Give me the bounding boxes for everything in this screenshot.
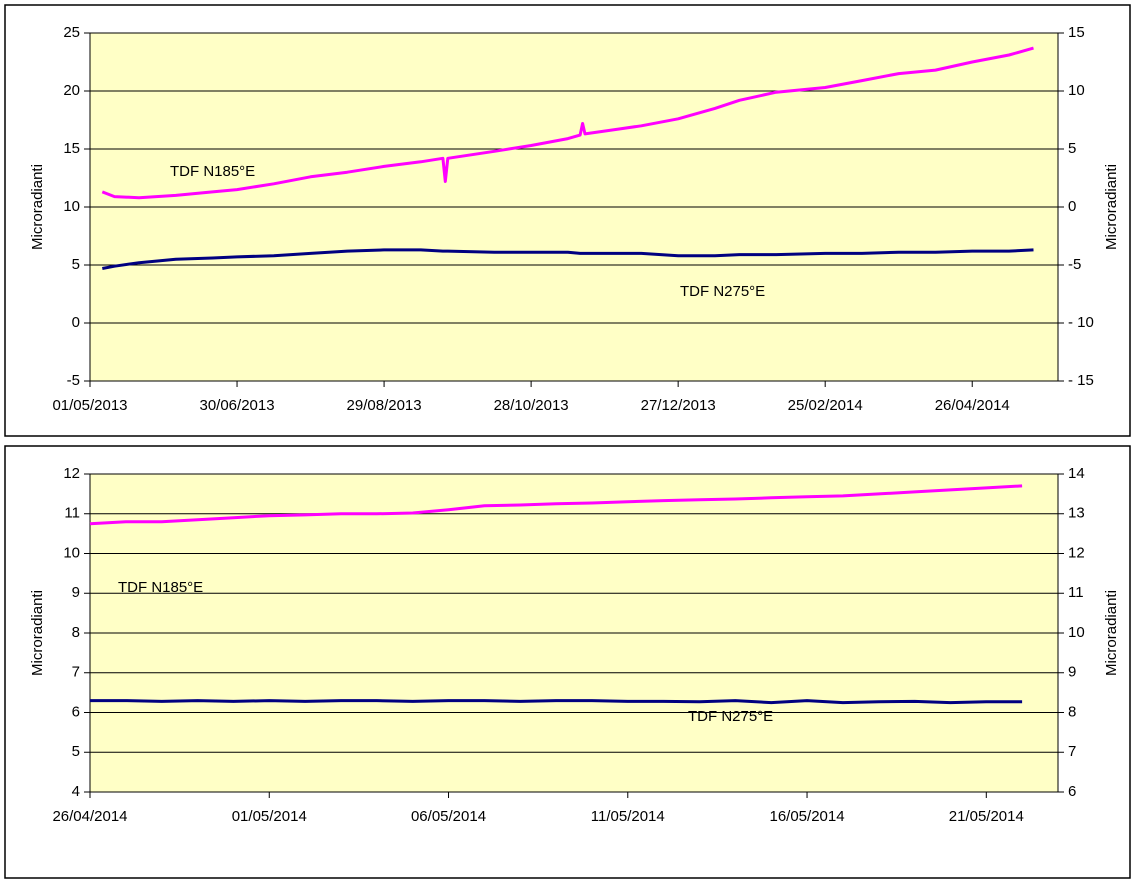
y-tick-label: 15 [63, 140, 80, 157]
x-tick-label: 11/05/2014 [591, 808, 665, 825]
x-tick-label: 28/10/2013 [494, 397, 569, 414]
x-tick-label: 06/05/2014 [411, 808, 486, 825]
x-tick-label: 01/05/2014 [232, 808, 307, 825]
y-tick-label: 25 [63, 24, 80, 41]
y-tick-label: 9 [72, 584, 80, 601]
y2-tick-label: - 15 [1068, 372, 1094, 389]
x-tick-label: 30/06/2013 [199, 397, 274, 414]
y-tick-label: 11 [64, 505, 80, 522]
x-tick-label: 26/04/2014 [52, 808, 127, 825]
y2-tick-label: 8 [1068, 703, 1076, 720]
y-tick-label: 7 [72, 664, 80, 681]
y-tick-label: 5 [72, 743, 80, 760]
y-tick-label: 10 [63, 198, 80, 215]
series-label: TDF N185°E [170, 163, 255, 180]
y2-tick-label: 15 [1068, 24, 1085, 41]
y2-axis-title: Microradianti [1103, 590, 1120, 676]
y2-tick-label: 0 [1068, 198, 1076, 215]
x-tick-label: 26/04/2014 [935, 397, 1010, 414]
y2-tick-label: 10 [1068, 82, 1085, 99]
y-tick-label: 5 [72, 256, 80, 273]
x-tick-label: 29/08/2013 [347, 397, 422, 414]
y-axis-title: Microradianti [29, 164, 46, 250]
x-tick-label: 21/05/2014 [949, 808, 1024, 825]
y2-axis-title: Microradianti [1103, 164, 1120, 250]
y-tick-label: 4 [72, 783, 80, 800]
y2-tick-label: 14 [1068, 465, 1085, 482]
y2-tick-label: -5 [1068, 256, 1081, 273]
y-tick-label: -5 [67, 372, 80, 389]
y2-tick-label: 5 [1068, 140, 1076, 157]
series-line [89, 484, 1023, 526]
y-tick-label: 20 [63, 82, 80, 99]
y-tick-label: 8 [72, 624, 80, 641]
y2-tick-label: 10 [1068, 624, 1085, 641]
series-label: TDF N275°E [680, 283, 765, 300]
y2-tick-label: 11 [1068, 584, 1084, 601]
series-label: TDF N275°E [688, 708, 773, 725]
series-line [101, 46, 1034, 200]
x-tick-label: 16/05/2014 [769, 808, 844, 825]
series-line [90, 699, 1023, 705]
x-tick-label: 01/05/2013 [52, 397, 127, 414]
x-tick-label: 25/02/2014 [788, 397, 863, 414]
series-line [102, 248, 1034, 270]
y-tick-label: 10 [63, 544, 80, 561]
y2-tick-label: - 10 [1068, 314, 1094, 331]
y2-tick-label: 12 [1068, 544, 1085, 561]
series-label: TDF N185°E [118, 579, 203, 596]
y2-tick-label: 9 [1068, 664, 1076, 681]
y-tick-label: 0 [72, 314, 80, 331]
y-tick-label: 6 [72, 703, 80, 720]
y-tick-label: 12 [63, 465, 80, 482]
y2-tick-label: 13 [1068, 505, 1085, 522]
y-axis-title: Microradianti [29, 590, 46, 676]
y2-tick-label: 6 [1068, 783, 1076, 800]
y2-tick-label: 7 [1068, 743, 1076, 760]
x-tick-label: 27/12/2013 [641, 397, 716, 414]
